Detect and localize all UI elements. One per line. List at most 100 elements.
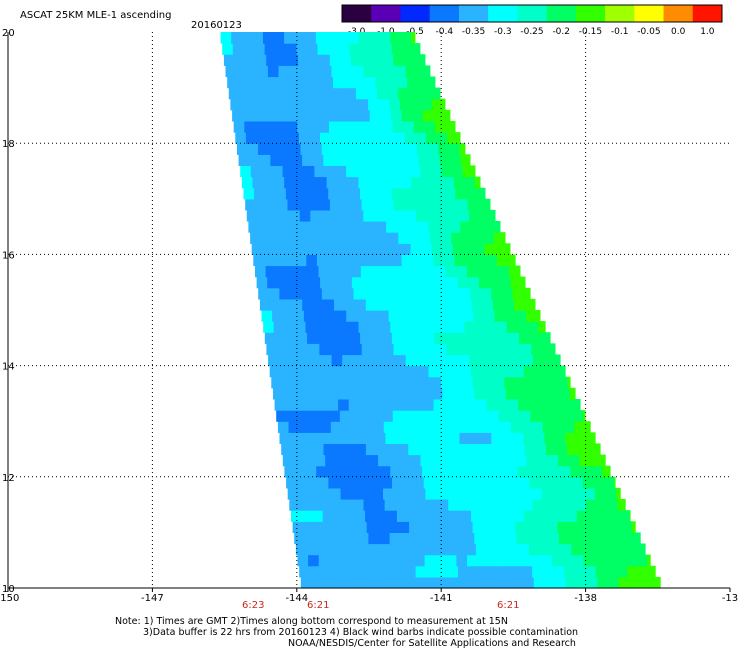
swath-cell [553,565,565,578]
swath-cell [527,321,540,333]
swath-cell [332,143,344,155]
swath-cell [571,543,583,556]
swath-cell [483,310,496,322]
swath-cell [300,576,312,589]
swath-cell [298,487,310,500]
swath-cell [343,76,355,89]
swath-cell [459,287,471,300]
swath-cell [407,221,419,233]
swath-cell [301,365,313,378]
swath-cell [470,432,482,444]
swath-cell [536,310,541,322]
swath-cell [327,399,339,411]
swath-cell [410,532,422,545]
swath-cell [325,243,337,255]
swath-cell [505,243,511,255]
swath-cell [358,32,370,44]
swath-cell [314,165,326,178]
swath-cell [306,254,318,267]
swath-cell [350,410,362,422]
swath-cell [363,354,375,367]
swath-cell [312,365,324,378]
swath-cell [554,432,566,444]
swath-cell [405,65,417,78]
swath-cell [373,421,385,433]
swath-cell [390,176,402,189]
swath-cell [481,510,493,522]
swath-cell [335,521,347,533]
swath-cell [366,87,378,100]
swath-cell [572,410,584,422]
colorbar-segment [488,5,518,22]
swath-cell [401,543,413,556]
swath-cell [367,310,379,322]
swath-cell [305,176,317,189]
swath-cell [386,365,398,378]
swath-cell [399,310,411,322]
swath-cell [245,132,258,144]
swath-cell [456,410,468,422]
swath-cell [391,187,403,200]
swath-cell [477,554,489,567]
swath-cell [452,165,464,178]
swath-cell [527,387,539,400]
swath-cell [418,443,430,456]
swath-cell [376,154,388,166]
swath-cell [424,121,436,133]
swath-cell [619,510,631,522]
swath-cell [254,187,266,200]
swath-cell [448,287,461,300]
swath-cell [375,221,387,233]
swath-cell [269,76,281,89]
swath-cell [480,287,492,300]
swath-cell [547,454,559,467]
swath-cell [394,421,406,433]
swath-cell [408,298,420,311]
swath-cell [403,54,416,66]
swath-cell [489,565,501,578]
swath-cell [448,143,460,155]
swath-cell [448,354,460,367]
swath-cell [402,43,414,55]
swath-cell [311,576,323,589]
swath-cell [408,443,420,456]
swath-cell [295,254,307,267]
swath-cell [443,176,455,189]
swath-cell [519,410,531,422]
swath-cell [228,87,240,100]
swath-cell [605,487,617,500]
swath-cell [480,432,492,444]
swath-cell [554,576,567,589]
swath-cell [369,321,381,333]
swath-cell [365,154,377,166]
swath-cell [528,399,540,411]
swath-cell [365,365,377,378]
swath-cell [319,487,331,500]
swath-cell [410,98,422,111]
swath-cell [312,154,324,166]
note-line-2: 3)Data buffer is 22 hrs from 20160123 4)… [143,627,579,638]
swath-cell [356,376,368,389]
swath-cell [372,198,384,211]
swath-cell [509,410,521,422]
swath-cell [374,576,387,589]
swath-cell [380,254,392,267]
swath-cell [464,465,476,478]
swath-cell [241,32,253,44]
swath-cell [425,487,437,500]
swath-cell [359,43,372,55]
swath-cell [493,521,505,533]
swath-cell [429,443,441,456]
swath-cell [290,287,302,300]
swath-cell [447,565,459,578]
swath-cell [481,221,493,233]
swath-cell [308,410,320,422]
swath-cell [373,565,385,578]
swath-cell [417,287,429,300]
swath-cell [299,499,312,511]
swath-cell [617,499,626,511]
swath-cell [346,165,358,178]
swath-cell [447,276,459,289]
swath-cell [450,298,462,311]
swath-cell [331,209,343,222]
